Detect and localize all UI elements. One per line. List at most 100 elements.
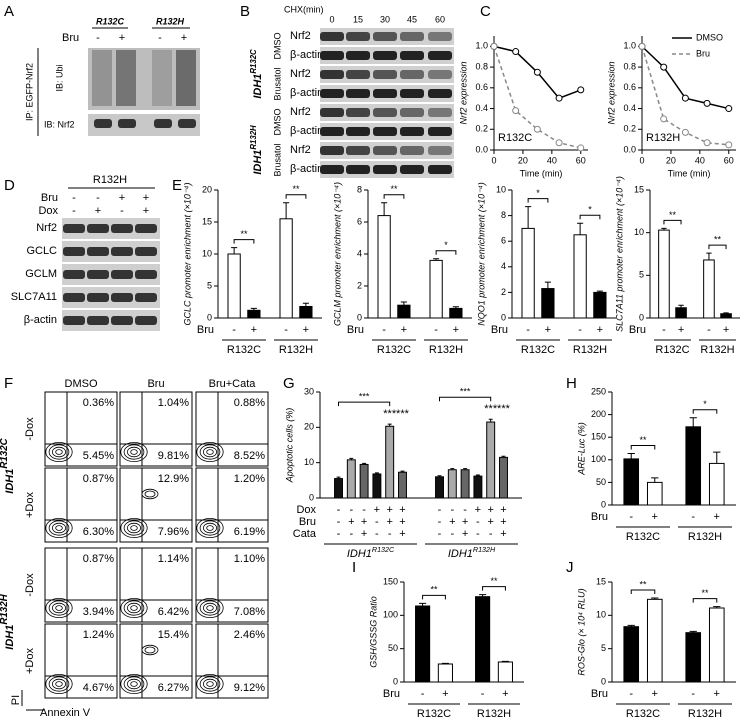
- significance-bracket: [630, 444, 656, 450]
- contour: [202, 602, 217, 614]
- sign: +: [714, 688, 720, 700]
- error-bar: [678, 304, 684, 308]
- sign: +: [181, 32, 187, 44]
- bar: [720, 313, 732, 319]
- row-label: β-actin: [290, 49, 323, 61]
- blot-band: [346, 51, 370, 60]
- y-tick-label: 0: [501, 312, 506, 322]
- sign: -: [349, 528, 353, 540]
- contour: [48, 676, 70, 692]
- row-label: β-actin: [290, 125, 323, 137]
- y-axis-label: ARE-Luc (%): [576, 422, 586, 476]
- x-tick-label: 20: [518, 155, 528, 165]
- sign: +: [361, 528, 367, 540]
- bar: [499, 456, 508, 499]
- y-tick-label: 150: [591, 432, 606, 442]
- row-label: SLC7A11: [11, 291, 57, 303]
- flow-plot: [44, 623, 118, 699]
- y-tick-label: 20: [304, 422, 314, 432]
- sign: +: [303, 324, 309, 336]
- significance-label: ***: [484, 403, 498, 415]
- time-label: 30: [380, 14, 390, 24]
- error-bar: [400, 301, 407, 306]
- blot-band: [63, 224, 85, 233]
- x-tick-label: 60: [724, 155, 734, 165]
- y-tick-label: 5: [601, 643, 606, 653]
- significance-bracket: [663, 219, 682, 225]
- significance-label: ***: [460, 387, 471, 397]
- quadrant-percent: 1.14%: [158, 553, 189, 565]
- contour: [206, 681, 214, 687]
- bar: [623, 626, 640, 683]
- group-label: R132H: [429, 344, 463, 356]
- condition-label: Brusatol: [272, 143, 282, 176]
- sign: -: [707, 324, 711, 336]
- contour: [45, 441, 73, 462]
- bar: [675, 307, 687, 319]
- data-point: [555, 94, 563, 102]
- contour: [52, 678, 67, 690]
- sign: -: [337, 504, 341, 516]
- error-bar: [336, 476, 341, 479]
- error-bar: [706, 252, 712, 260]
- significance-label: *: [703, 399, 707, 409]
- row-label: -Dox: [24, 573, 36, 597]
- genotype-name: IDH1: [252, 74, 264, 99]
- quadrant-percent: 15.4%: [158, 629, 189, 641]
- y-tick-label: 0.8: [475, 61, 488, 71]
- error-bar: [283, 202, 290, 219]
- error-bar: [627, 452, 635, 459]
- bar: [703, 259, 715, 319]
- sign: -: [337, 516, 341, 528]
- panel-label: F: [4, 375, 13, 392]
- bar: [279, 218, 293, 319]
- blot-band: [87, 247, 109, 256]
- contour: [196, 598, 224, 619]
- blot-band: [428, 165, 452, 174]
- significance-bracket: [233, 239, 255, 244]
- time-label: 45: [407, 14, 417, 24]
- blot-band: [428, 108, 452, 117]
- panel-label: G: [283, 375, 295, 392]
- group-label: IDH1R132C: [347, 546, 395, 560]
- x-tick-label: 40: [695, 155, 705, 165]
- blot-band: [94, 119, 112, 128]
- time-label: 60: [435, 14, 445, 24]
- quadrant-percent: 7.96%: [158, 526, 189, 538]
- sign: -: [662, 324, 666, 336]
- sign: +: [500, 516, 506, 528]
- y-tick-label: 6: [501, 236, 506, 246]
- bar: [385, 425, 395, 499]
- quadrant-percent: 0.36%: [83, 397, 114, 409]
- blot-band: [428, 146, 452, 155]
- error-bar: [544, 281, 551, 289]
- sign: -: [476, 516, 480, 528]
- flow-plot: [44, 467, 118, 543]
- contour: [48, 600, 70, 616]
- bar: [227, 253, 241, 319]
- y-tick-label: 200: [591, 409, 606, 419]
- condition-label: Bru: [629, 324, 646, 336]
- error-bar: [433, 258, 440, 261]
- y-tick-label: 0.0: [475, 144, 488, 154]
- sign: -: [375, 516, 379, 528]
- bar: [247, 309, 261, 319]
- panel-label: D: [4, 177, 15, 194]
- ib-label: IB: Ubi: [54, 64, 64, 91]
- y-tick-label: 0.4: [623, 103, 636, 113]
- contour: [127, 602, 142, 614]
- quadrant-percent: 9.81%: [158, 450, 189, 462]
- significance-label: ***: [396, 408, 410, 420]
- contour: [55, 449, 63, 455]
- bar: [429, 259, 443, 319]
- genotype-name: IDH1: [252, 150, 264, 175]
- blot-band: [428, 51, 452, 60]
- x-axis-label: Time (min): [520, 168, 563, 178]
- time-label: 0: [329, 14, 334, 24]
- data-point: [512, 48, 520, 56]
- quadrant-percent: 8.52%: [234, 450, 265, 462]
- blot-band: [400, 32, 424, 41]
- y-tick-label: 0.4: [475, 103, 488, 113]
- y-tick-label: 0: [393, 676, 398, 686]
- genotype-superscript: R132H: [249, 125, 258, 150]
